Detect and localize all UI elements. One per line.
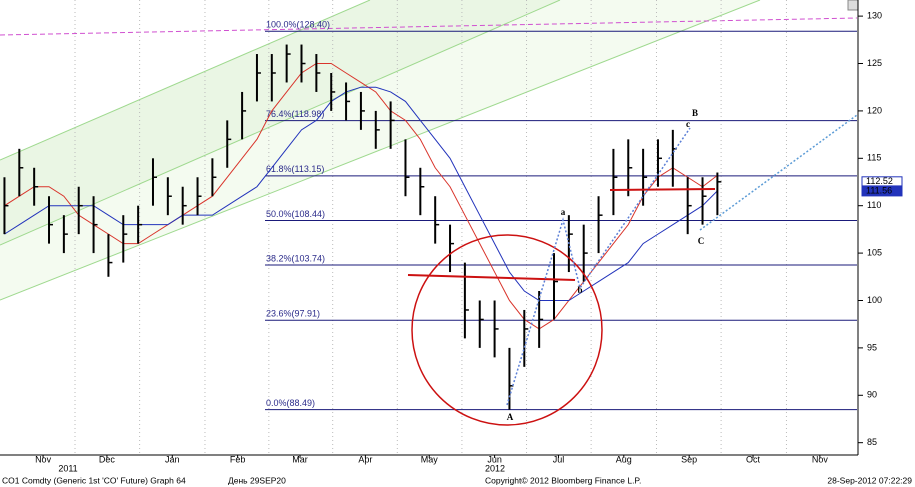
channel-line	[0, 0, 761, 301]
wave-line	[506, 127, 691, 406]
annotation: C	[698, 236, 705, 246]
x-tick-label: Nov	[35, 454, 52, 464]
fib-label: 76.4%(118.98)	[266, 109, 324, 119]
trend-line	[0, 17, 858, 36]
x-tick-label: Oct	[746, 454, 761, 464]
x-tick-label: Aug	[616, 454, 632, 464]
year-label: 2012	[485, 463, 505, 473]
footer-left: CO1 Comdty (Generic 1st 'CO' Future) Gra…	[2, 475, 186, 485]
fib-label: 61.8%(113.15)	[266, 164, 324, 174]
x-tick-label: Apr	[358, 454, 372, 464]
x-tick-label: Sep	[681, 454, 697, 464]
last-value-label: 112.52	[866, 176, 893, 186]
channel-line	[0, 0, 371, 161]
neckline	[407, 274, 576, 281]
y-tick-label: 90	[867, 390, 877, 400]
x-tick-label: May	[421, 454, 439, 464]
footer-timestamp: 28-Sep-2012 07:22:29	[827, 475, 912, 485]
footer-mid: День 29SEP20	[228, 475, 286, 485]
x-tick-label: Jul	[553, 454, 565, 464]
last-value-label: 111.56	[866, 185, 892, 195]
y-tick-label: 105	[867, 247, 882, 257]
icon[interactable]	[847, 0, 859, 11]
x-tick-label: Jun	[487, 454, 502, 464]
y-tick-label: 130	[867, 10, 882, 20]
y-tick-label: 95	[867, 342, 877, 352]
x-tick-label: Dec	[99, 454, 116, 464]
fib-label: 38.2%(103.74)	[266, 253, 325, 263]
plot-area: 100.0%(128.40) 76.4%(118.98) 61.8%(113.15)…	[3, 0, 857, 455]
last-value-box	[861, 185, 903, 197]
annotation: a	[561, 207, 566, 217]
y-tick-label: 85	[867, 437, 877, 447]
y-tick-label: 100	[867, 295, 882, 305]
y-tick-label: 120	[867, 105, 882, 115]
overlays: A B Ca b c	[407, 0, 859, 426]
fib-label: 50.0%(108.44)	[266, 209, 325, 219]
x-tick-label: Feb	[230, 454, 246, 464]
year-label: 2011	[58, 463, 77, 473]
x-tick-label: Nov	[812, 454, 829, 464]
annotation: c	[686, 119, 690, 129]
fib-label: 0.0%(88.49)	[266, 398, 315, 408]
footer-copyright: Copyright© 2012 Bloomberg Finance L.P.	[485, 475, 641, 485]
highlight-circle	[411, 234, 603, 426]
fib-label: 100.0%(128.40)	[266, 20, 330, 30]
y-tick-label: 110	[867, 200, 881, 210]
x-tick-label: Jan	[165, 454, 180, 464]
annotation: b	[577, 285, 582, 295]
wave-line	[699, 114, 858, 231]
annotation: B	[692, 108, 698, 118]
x-tick-label: Mar	[292, 454, 308, 464]
y-tick-label: 115	[867, 153, 881, 163]
neckline	[609, 188, 716, 191]
fib-label: 23.6%(97.91)	[266, 309, 320, 319]
annotation: A	[507, 412, 514, 422]
y-tick-label: 125	[867, 58, 882, 68]
decorations	[0, 0, 858, 301]
